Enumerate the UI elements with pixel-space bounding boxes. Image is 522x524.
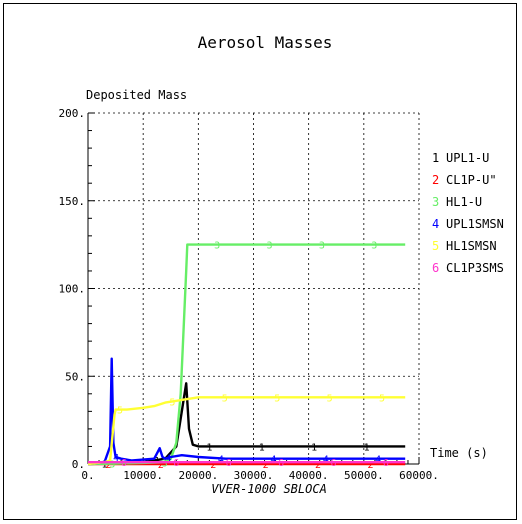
series-marker-5: 5	[169, 397, 175, 408]
series-marker-3: 3	[214, 241, 220, 252]
series-marker-6: 6	[383, 458, 389, 469]
chart-frame	[3, 3, 517, 520]
series-marker-1: 1	[364, 442, 370, 453]
series-marker-6: 6	[226, 458, 232, 469]
legend-label-4: UPL1SMSN	[446, 217, 504, 231]
x-tick-label: 50000.	[344, 469, 384, 482]
series-marker-2: 2	[105, 460, 111, 471]
legend-marker-6: 6	[432, 261, 439, 275]
legend-marker-3: 3	[432, 195, 439, 209]
series-marker-1: 1	[206, 442, 212, 453]
series-marker-3: 3	[266, 241, 272, 252]
series-marker-6: 6	[173, 458, 179, 469]
y-tick-label: 200.	[59, 107, 86, 120]
series-marker-6: 6	[330, 458, 336, 469]
series-marker-4: 4	[113, 453, 119, 464]
x-tick-label: 10000.	[123, 469, 163, 482]
x-tick-label: 40000.	[289, 469, 329, 482]
series-marker-5: 5	[327, 393, 333, 404]
x-axis-label: Time (s)	[430, 446, 488, 460]
legend-label-5: HL1SMSN	[446, 239, 497, 253]
series-marker-5: 5	[117, 406, 123, 417]
legend-label-6: CL1P3SMS	[446, 261, 504, 275]
series-marker-3: 3	[319, 241, 325, 252]
x-tick-label: 0.	[81, 469, 94, 482]
series-line-1	[87, 382, 406, 466]
series-marker-2: 2	[263, 460, 269, 471]
series-marker-4: 4	[270, 455, 276, 466]
series-marker-6: 6	[278, 458, 284, 469]
legend-marker-5: 5	[432, 239, 439, 253]
series-marker-5: 5	[222, 393, 228, 404]
series-marker-3: 3	[109, 460, 115, 471]
legend-label-3: HL1-U	[446, 195, 482, 209]
series-marker-2: 2	[158, 460, 164, 471]
legend-marker-2: 2	[432, 173, 439, 187]
chart-footer: VVER-1000 SBLOCA	[211, 482, 327, 496]
legend-label-2: CL1P-U"	[446, 173, 497, 187]
series-marker-5: 5	[379, 393, 385, 404]
series-marker-3: 3	[371, 241, 377, 252]
x-tick-label: 20000.	[178, 469, 218, 482]
grid	[88, 112, 420, 464]
series-line-3	[87, 243, 406, 466]
series-marker-5: 5	[274, 393, 280, 404]
legend-marker-1: 1	[432, 151, 439, 165]
y-tick-label: 100.	[59, 283, 86, 296]
y-tick-label: 0.	[72, 458, 85, 471]
y-axis-label: Deposited Mass	[86, 88, 187, 102]
series-marker-2: 2	[315, 460, 321, 471]
axes: 0. 50. 100. 150. 200. 0. 10000. 20000. 30000. 400…	[59, 107, 439, 482]
series-line-5	[87, 396, 406, 466]
series-marker-4: 4	[375, 455, 381, 466]
legend: 1 UPL1-U 2 CL1P-U" 3 HL1-U 4 UPL1SMSN 5 HL1SMSN 6 C…	[432, 151, 504, 275]
x-tick-label: 60000.	[399, 469, 439, 482]
series-marker-1: 1	[311, 442, 317, 453]
series-marker-6: 6	[121, 458, 127, 469]
series-marker-1: 1	[259, 442, 265, 453]
x-tick-label: 30000.	[234, 469, 274, 482]
y-tick-label: 150.	[59, 195, 86, 208]
legend-marker-4: 4	[432, 217, 439, 231]
series-marker-2: 2	[367, 460, 373, 471]
y-tick-label: 50.	[65, 370, 85, 383]
series-marker-2: 2	[210, 460, 216, 471]
series-line-4	[87, 357, 406, 466]
series-marker-3: 3	[162, 458, 168, 469]
series-marker-4: 4	[323, 455, 329, 466]
legend-label-1: UPL1-U	[446, 151, 489, 165]
series-marker-4: 4	[218, 454, 224, 465]
series-marker-4: 4	[166, 454, 172, 465]
series-layer: 1 11 1 1 12 2 2 2 2 23 33 3 3 34 4 4 4 4 455 5 5 5 56 6 6 6 6 6	[87, 241, 406, 471]
chart-title: Aerosol Masses	[198, 33, 333, 52]
